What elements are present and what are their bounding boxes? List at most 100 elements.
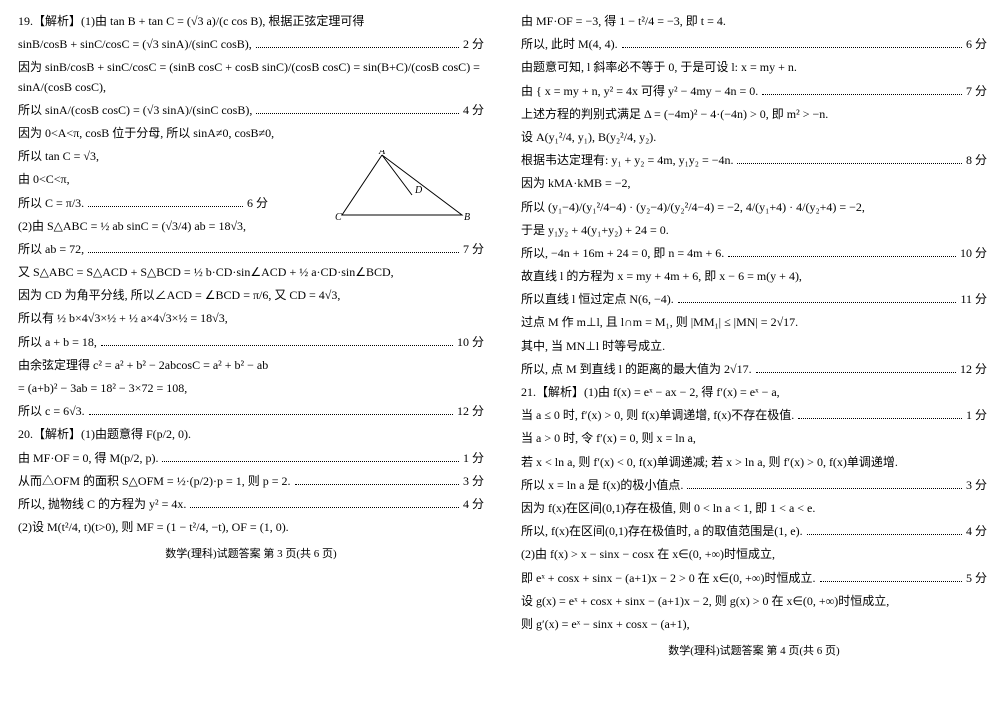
score-text: 3 分: [463, 472, 484, 491]
leader-dots: [190, 507, 459, 508]
leader-dots: [798, 418, 962, 419]
leader-dots: [162, 461, 459, 462]
math-line: 所以, 此时 M(4, 4). 6 分: [521, 35, 987, 54]
math-line: 于是 y₁y₂ + 4(y₁+y₂) + 24 = 0.: [521, 221, 987, 240]
page-footer-left: 数学(理科)试题答案 第 3 页(共 6 页): [18, 545, 484, 561]
math-line: 即 eˣ + cosx + sinx − (a+1)x − 2 > 0 在 x∈…: [521, 569, 987, 588]
score-text: 6 分: [247, 194, 268, 213]
math-line: 则 g′(x) = eˣ − sinx + cosx − (a+1),: [521, 615, 987, 634]
math-line: 所以 c = 6√3. 12 分: [18, 402, 484, 421]
math-line: 所以 x = ln a 是 f(x)的极小值点.3 分: [521, 476, 987, 495]
math-line: 所以, −4n + 16m + 24 = 0, 即 n = 4m + 6. 10 …: [521, 244, 987, 263]
line-text: 所以 tan C = √3,: [18, 147, 99, 166]
right-column: 由 MF·OF = −3, 得 1 − t²/4 = −3, 即 t = 4. …: [503, 0, 1005, 716]
line-text: sinB/cosB + sinC/cosC = (√3 sinA)/(sinC …: [18, 35, 252, 54]
line-text: 所以 C = π/3.: [18, 194, 84, 213]
page-container: A B C D 19.【解析】(1)由 tan B + tan C = (√3 …: [0, 0, 1005, 716]
score-text: 1 分: [966, 406, 987, 425]
line-text: 所以 c = 6√3.: [18, 402, 85, 421]
line-text: 21.【解析】(1)由 f(x) = eˣ − ax − 2, 得 f′(x) …: [521, 383, 780, 402]
leader-dots: [256, 47, 459, 48]
math-line: 因为 f(x)在区间(0,1)存在极值, 则 0 < ln a < 1, 即 1…: [521, 499, 987, 518]
math-line: 19.【解析】(1)由 tan B + tan C = (√3 a)/(c co…: [18, 12, 484, 31]
leader-dots: [728, 256, 956, 257]
line-text: 因为 kMA·kMB = −2,: [521, 174, 631, 193]
line-text: 所以, −4n + 16m + 24 = 0, 即 n = 4m + 6.: [521, 244, 724, 263]
score-text: 12 分: [960, 360, 987, 379]
math-line: 所以 sinA/(cosB cosC) = (√3 sinA)/(sinC co…: [18, 101, 484, 120]
line-text: 20.【解析】(1)由题意得 F(p/2, 0).: [18, 425, 191, 444]
score-text: 12 分: [457, 402, 484, 421]
line-text: 由余弦定理得 c² = a² + b² − 2abcosC = a² + b² …: [18, 356, 268, 375]
line-text: 所以 ab = 72,: [18, 240, 84, 259]
score-text: 7 分: [966, 82, 987, 101]
line-text: 所以, f(x)在区间(0,1)存在极值时, a 的取值范围是(1, e).: [521, 522, 803, 541]
score-text: 10 分: [457, 333, 484, 352]
line-text: (2)由 f(x) > x − sinx − cosx 在 x∈(0, +∞)时…: [521, 545, 775, 564]
line-text: 若 x < ln a, 则 f′(x) < 0, f(x)单调递减; 若 x >…: [521, 453, 898, 472]
line-text: 所以 a + b = 18,: [18, 333, 97, 352]
math-line: 当 a ≤ 0 时, f′(x) > 0, 则 f(x)单调递增, f(x)不存…: [521, 406, 987, 425]
score-text: 4 分: [463, 101, 484, 120]
math-line: 所以, 抛物线 C 的方程为 y² = 4x.4 分: [18, 495, 484, 514]
math-line: 由 { x = my + n, y² = 4x 可得 y² − 4my − 4n…: [521, 82, 987, 101]
line-text: 所以, 此时 M(4, 4).: [521, 35, 618, 54]
page-footer-right: 数学(理科)试题答案 第 4 页(共 6 页): [521, 642, 987, 658]
math-line: 因为 CD 为角平分线, 所以∠ACD = ∠BCD = π/6, 又 CD =…: [18, 286, 484, 305]
line-text: 因为 0<A<π, cosB 位于分母, 所以 sinA≠0, cosB≠0,: [18, 124, 274, 143]
math-line: 20.【解析】(1)由题意得 F(p/2, 0).: [18, 425, 484, 444]
math-line: = (a+b)² − 3ab = 18² − 3×72 = 108,: [18, 379, 484, 398]
leader-dots: [622, 47, 962, 48]
score-text: 11 分: [960, 290, 987, 309]
math-line: 其中, 当 MN⊥l 时等号成立.: [521, 337, 987, 356]
line-text: 从而△OFM 的面积 S△OFM = ½·(p/2)·p = 1, 则 p = …: [18, 472, 291, 491]
leader-dots: [762, 94, 962, 95]
line-text: 当 a ≤ 0 时, f′(x) > 0, 则 f(x)单调递增, f(x)不存…: [521, 406, 794, 425]
math-line: 因为 kMA·kMB = −2,: [521, 174, 987, 193]
score-text: 8 分: [966, 151, 987, 170]
line-text: 由 MF·OF = −3, 得 1 − t²/4 = −3, 即 t = 4.: [521, 12, 726, 31]
math-line: 过点 M 作 m⊥l, 且 l∩m = M₁, 则 |MM₁| ≤ |MN| =…: [521, 313, 987, 332]
math-line: 上述方程的判别式满足 Δ = (−4m)² − 4·(−4n) > 0, 即 m…: [521, 105, 987, 124]
leader-dots: [756, 372, 956, 373]
score-text: 6 分: [966, 35, 987, 54]
line-text: 所以, 抛物线 C 的方程为 y² = 4x.: [18, 495, 186, 514]
math-line: 所以 a + b = 18, 10 分: [18, 333, 484, 352]
line-text: 所以直线 l 恒过定点 N(6, −4).: [521, 290, 674, 309]
line-text: 又 S△ABC = S△ACD + S△BCD = ½ b·CD·sin∠ACD…: [18, 263, 394, 282]
leader-dots: [820, 581, 962, 582]
line-text: 其中, 当 MN⊥l 时等号成立.: [521, 337, 665, 356]
math-line: 由 MF·OF = 0, 得 M(p/2, p).1 分: [18, 449, 484, 468]
score-text: 5 分: [966, 569, 987, 588]
line-text: 由 MF·OF = 0, 得 M(p/2, p).: [18, 449, 158, 468]
leader-dots: [295, 484, 459, 485]
line-text: 所以 sinA/(cosB cosC) = (√3 sinA)/(sinC co…: [18, 101, 252, 120]
triangle-diagram: A B C D: [332, 150, 472, 225]
math-line: 21.【解析】(1)由 f(x) = eˣ − ax − 2, 得 f′(x) …: [521, 383, 987, 402]
line-text: 由 { x = my + n, y² = 4x 可得 y² − 4my − 4n…: [521, 82, 758, 101]
math-line: 从而△OFM 的面积 S△OFM = ½·(p/2)·p = 1, 则 p = …: [18, 472, 484, 491]
line-text: 上述方程的判别式满足 Δ = (−4m)² − 4·(−4n) > 0, 即 m…: [521, 105, 828, 124]
leader-dots: [737, 163, 962, 164]
line-text: 根据韦达定理有: y₁ + y₂ = 4m, y₁y₂ = −4n.: [521, 151, 733, 170]
math-line: 所以直线 l 恒过定点 N(6, −4). 11 分: [521, 290, 987, 309]
line-text: 因为 CD 为角平分线, 所以∠ACD = ∠BCD = π/6, 又 CD =…: [18, 286, 340, 305]
math-line: 故直线 l 的方程为 x = my + 4m + 6, 即 x − 6 = m(…: [521, 267, 987, 286]
math-line: 当 a > 0 时, 令 f′(x) = 0, 则 x = ln a,: [521, 429, 987, 448]
score-text: 10 分: [960, 244, 987, 263]
math-line: 由余弦定理得 c² = a² + b² − 2abcosC = a² + b² …: [18, 356, 484, 375]
triangle-label-a: A: [378, 150, 386, 157]
line-text: (2)由 S△ABC = ½ ab sinC = (√3/4) ab = 18√…: [18, 217, 246, 236]
line-text: 由 0<C<π,: [18, 170, 70, 189]
triangle-label-b: B: [464, 212, 470, 223]
line-text: 于是 y₁y₂ + 4(y₁+y₂) + 24 = 0.: [521, 221, 669, 240]
line-text: 所以, 点 M 到直线 l 的距离的最大值为 2√17.: [521, 360, 752, 379]
score-text: 4 分: [966, 522, 987, 541]
math-line: 所以有 ½ b×4√3×½ + ½ a×4√3×½ = 18√3,: [18, 309, 484, 328]
leader-dots: [88, 206, 243, 207]
line-text: 因为 f(x)在区间(0,1)存在极值, 则 0 < ln a < 1, 即 1…: [521, 499, 815, 518]
leader-dots: [807, 534, 962, 535]
math-line: 因为 0<A<π, cosB 位于分母, 所以 sinA≠0, cosB≠0,: [18, 124, 484, 143]
math-line: 所以 ab = 72,7 分: [18, 240, 484, 259]
math-line: 根据韦达定理有: y₁ + y₂ = 4m, y₁y₂ = −4n. 8 分: [521, 151, 987, 170]
